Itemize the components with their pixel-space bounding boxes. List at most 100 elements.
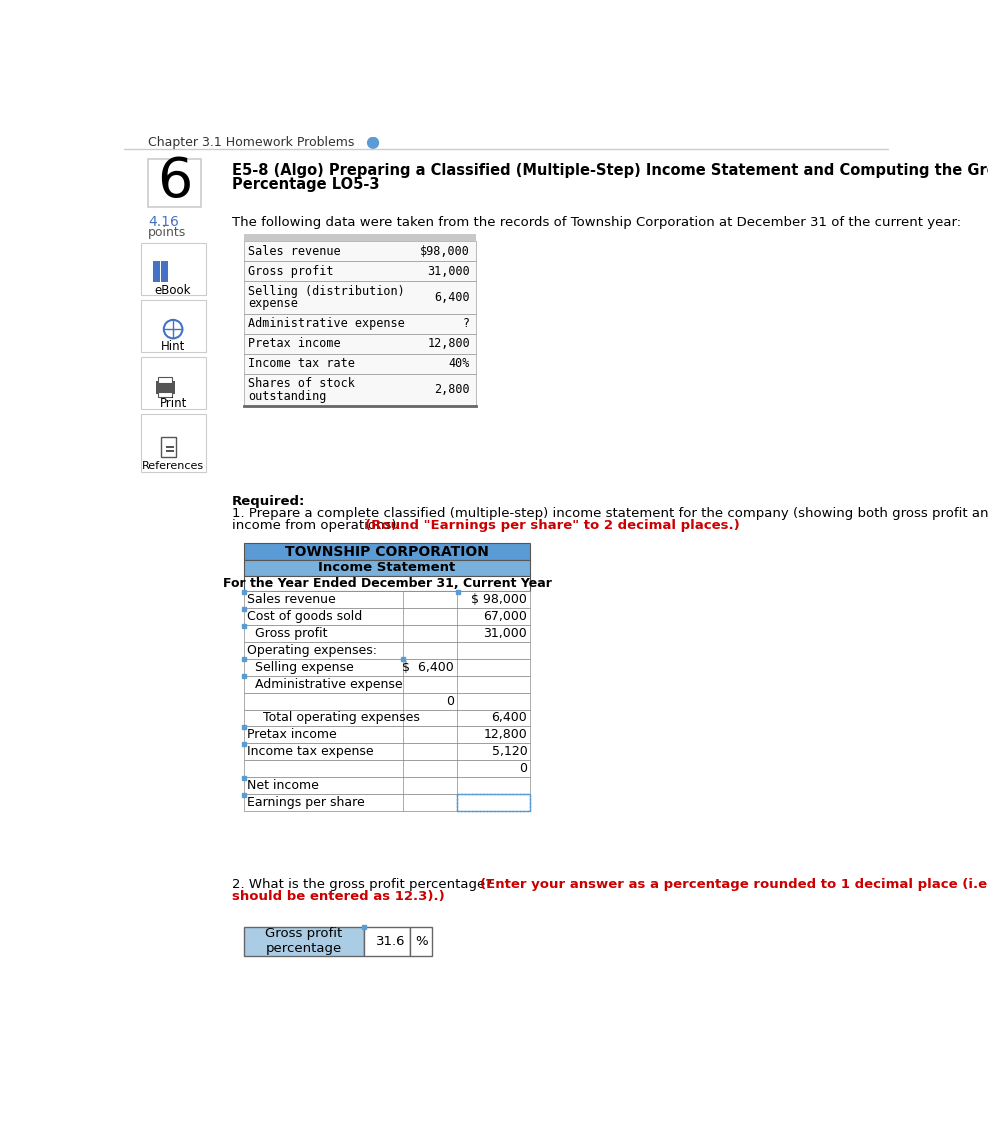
Text: Gross profit
percentage: Gross profit percentage — [265, 927, 342, 955]
Text: Pretax income: Pretax income — [248, 338, 341, 350]
Bar — [244, 354, 476, 373]
Text: 2,800: 2,800 — [435, 384, 470, 396]
Bar — [244, 625, 531, 641]
Bar — [244, 282, 476, 314]
Text: 6,400: 6,400 — [435, 291, 470, 305]
Bar — [244, 576, 531, 591]
Bar — [153, 261, 168, 282]
Text: Hint: Hint — [161, 340, 186, 353]
Text: 6: 6 — [157, 155, 193, 210]
Text: Percentage LO5-3: Percentage LO5-3 — [232, 176, 379, 192]
Text: Net income: Net income — [247, 780, 318, 792]
Bar — [244, 777, 531, 795]
Text: i: i — [371, 137, 374, 148]
Text: Shares of stock: Shares of stock — [248, 378, 355, 390]
Text: Income tax expense: Income tax expense — [247, 745, 373, 758]
Bar — [158, 393, 172, 397]
Text: Selling (distribution): Selling (distribution) — [248, 285, 405, 298]
Text: 67,000: 67,000 — [483, 610, 528, 623]
Bar — [166, 450, 174, 451]
Bar — [140, 413, 206, 473]
Text: Income tax rate: Income tax rate — [248, 357, 355, 370]
Bar — [410, 926, 432, 956]
Bar — [244, 726, 531, 743]
Text: $  6,400: $ 6,400 — [402, 661, 453, 673]
Text: 6,400: 6,400 — [491, 711, 528, 725]
Bar — [244, 591, 531, 608]
Text: The following data were taken from the records of Township Corporation at Decemb: The following data were taken from the r… — [232, 215, 961, 229]
Text: 40%: 40% — [449, 357, 470, 370]
Text: 5,120: 5,120 — [491, 745, 528, 758]
Bar — [148, 159, 201, 207]
Bar — [244, 658, 531, 676]
Text: 0: 0 — [446, 695, 453, 708]
Text: ?: ? — [462, 317, 470, 330]
Bar — [161, 437, 176, 457]
Bar — [244, 543, 531, 560]
Text: Chapter 3.1 Homework Problems: Chapter 3.1 Homework Problems — [148, 136, 355, 149]
Text: outstanding: outstanding — [248, 389, 327, 403]
Bar — [244, 641, 531, 658]
Bar — [244, 743, 531, 760]
Text: Print: Print — [159, 396, 187, 410]
Text: 12,800: 12,800 — [483, 728, 528, 742]
Bar — [244, 560, 531, 576]
Bar — [244, 926, 364, 956]
Text: Pretax income: Pretax income — [247, 728, 337, 742]
Text: References: References — [142, 461, 205, 472]
Text: Gross profit: Gross profit — [247, 626, 327, 640]
Text: $ 98,000: $ 98,000 — [471, 593, 528, 606]
Text: 12,800: 12,800 — [427, 338, 470, 350]
Bar — [140, 300, 206, 353]
Circle shape — [368, 137, 378, 148]
Text: 31.6: 31.6 — [376, 934, 406, 948]
Text: Required:: Required: — [232, 495, 305, 508]
Bar — [244, 234, 476, 242]
Text: Administrative expense: Administrative expense — [248, 317, 405, 330]
Text: Sales revenue: Sales revenue — [247, 593, 336, 606]
Text: Sales revenue: Sales revenue — [248, 245, 341, 258]
Text: Cost of goods sold: Cost of goods sold — [247, 610, 362, 623]
Bar — [244, 373, 476, 406]
Bar — [160, 261, 161, 282]
Text: Income Statement: Income Statement — [318, 561, 455, 575]
Text: Administrative expense: Administrative expense — [247, 678, 402, 690]
Circle shape — [164, 319, 183, 339]
Bar — [244, 710, 531, 726]
Text: eBook: eBook — [155, 284, 192, 298]
Bar — [244, 333, 476, 354]
Bar — [166, 447, 174, 448]
Text: points: points — [148, 227, 187, 239]
Text: 31,000: 31,000 — [427, 264, 470, 278]
Bar — [364, 926, 410, 956]
Text: (Enter your answer as a percentage rounded to 1 decimal place (i.e., 0.123: (Enter your answer as a percentage round… — [480, 878, 988, 891]
Bar — [456, 795, 531, 811]
Text: 0: 0 — [520, 763, 528, 775]
Text: should be entered as 12.3).): should be entered as 12.3).) — [232, 890, 445, 903]
Text: (Round "Earnings per share" to 2 decimal places.): (Round "Earnings per share" to 2 decimal… — [365, 519, 739, 532]
Bar — [244, 795, 531, 811]
Text: $98,000: $98,000 — [420, 245, 470, 258]
Bar — [156, 381, 175, 394]
Text: For the Year Ended December 31, Current Year: For the Year Ended December 31, Current … — [222, 577, 551, 590]
Text: expense: expense — [248, 298, 298, 310]
Bar — [244, 242, 476, 261]
Bar — [158, 377, 172, 384]
Text: 4.16: 4.16 — [148, 215, 179, 229]
Bar — [244, 608, 531, 625]
Text: %: % — [415, 934, 428, 948]
Bar — [244, 314, 476, 333]
Bar — [244, 261, 476, 282]
Text: Total operating expenses: Total operating expenses — [247, 711, 420, 725]
Text: TOWNSHIP CORPORATION: TOWNSHIP CORPORATION — [286, 545, 489, 559]
Text: Operating expenses:: Operating expenses: — [247, 643, 376, 657]
Bar — [140, 357, 206, 409]
Bar — [140, 243, 206, 295]
Text: E5-8 (Algo) Preparing a Classified (Multiple-Step) Income Statement and Computin: E5-8 (Algo) Preparing a Classified (Mult… — [232, 163, 988, 177]
Text: Gross profit: Gross profit — [248, 264, 334, 278]
Text: Earnings per share: Earnings per share — [247, 796, 365, 810]
Text: Selling expense: Selling expense — [247, 661, 354, 673]
Bar — [244, 693, 531, 710]
Text: income from operations).: income from operations). — [232, 519, 405, 532]
Text: 31,000: 31,000 — [483, 626, 528, 640]
